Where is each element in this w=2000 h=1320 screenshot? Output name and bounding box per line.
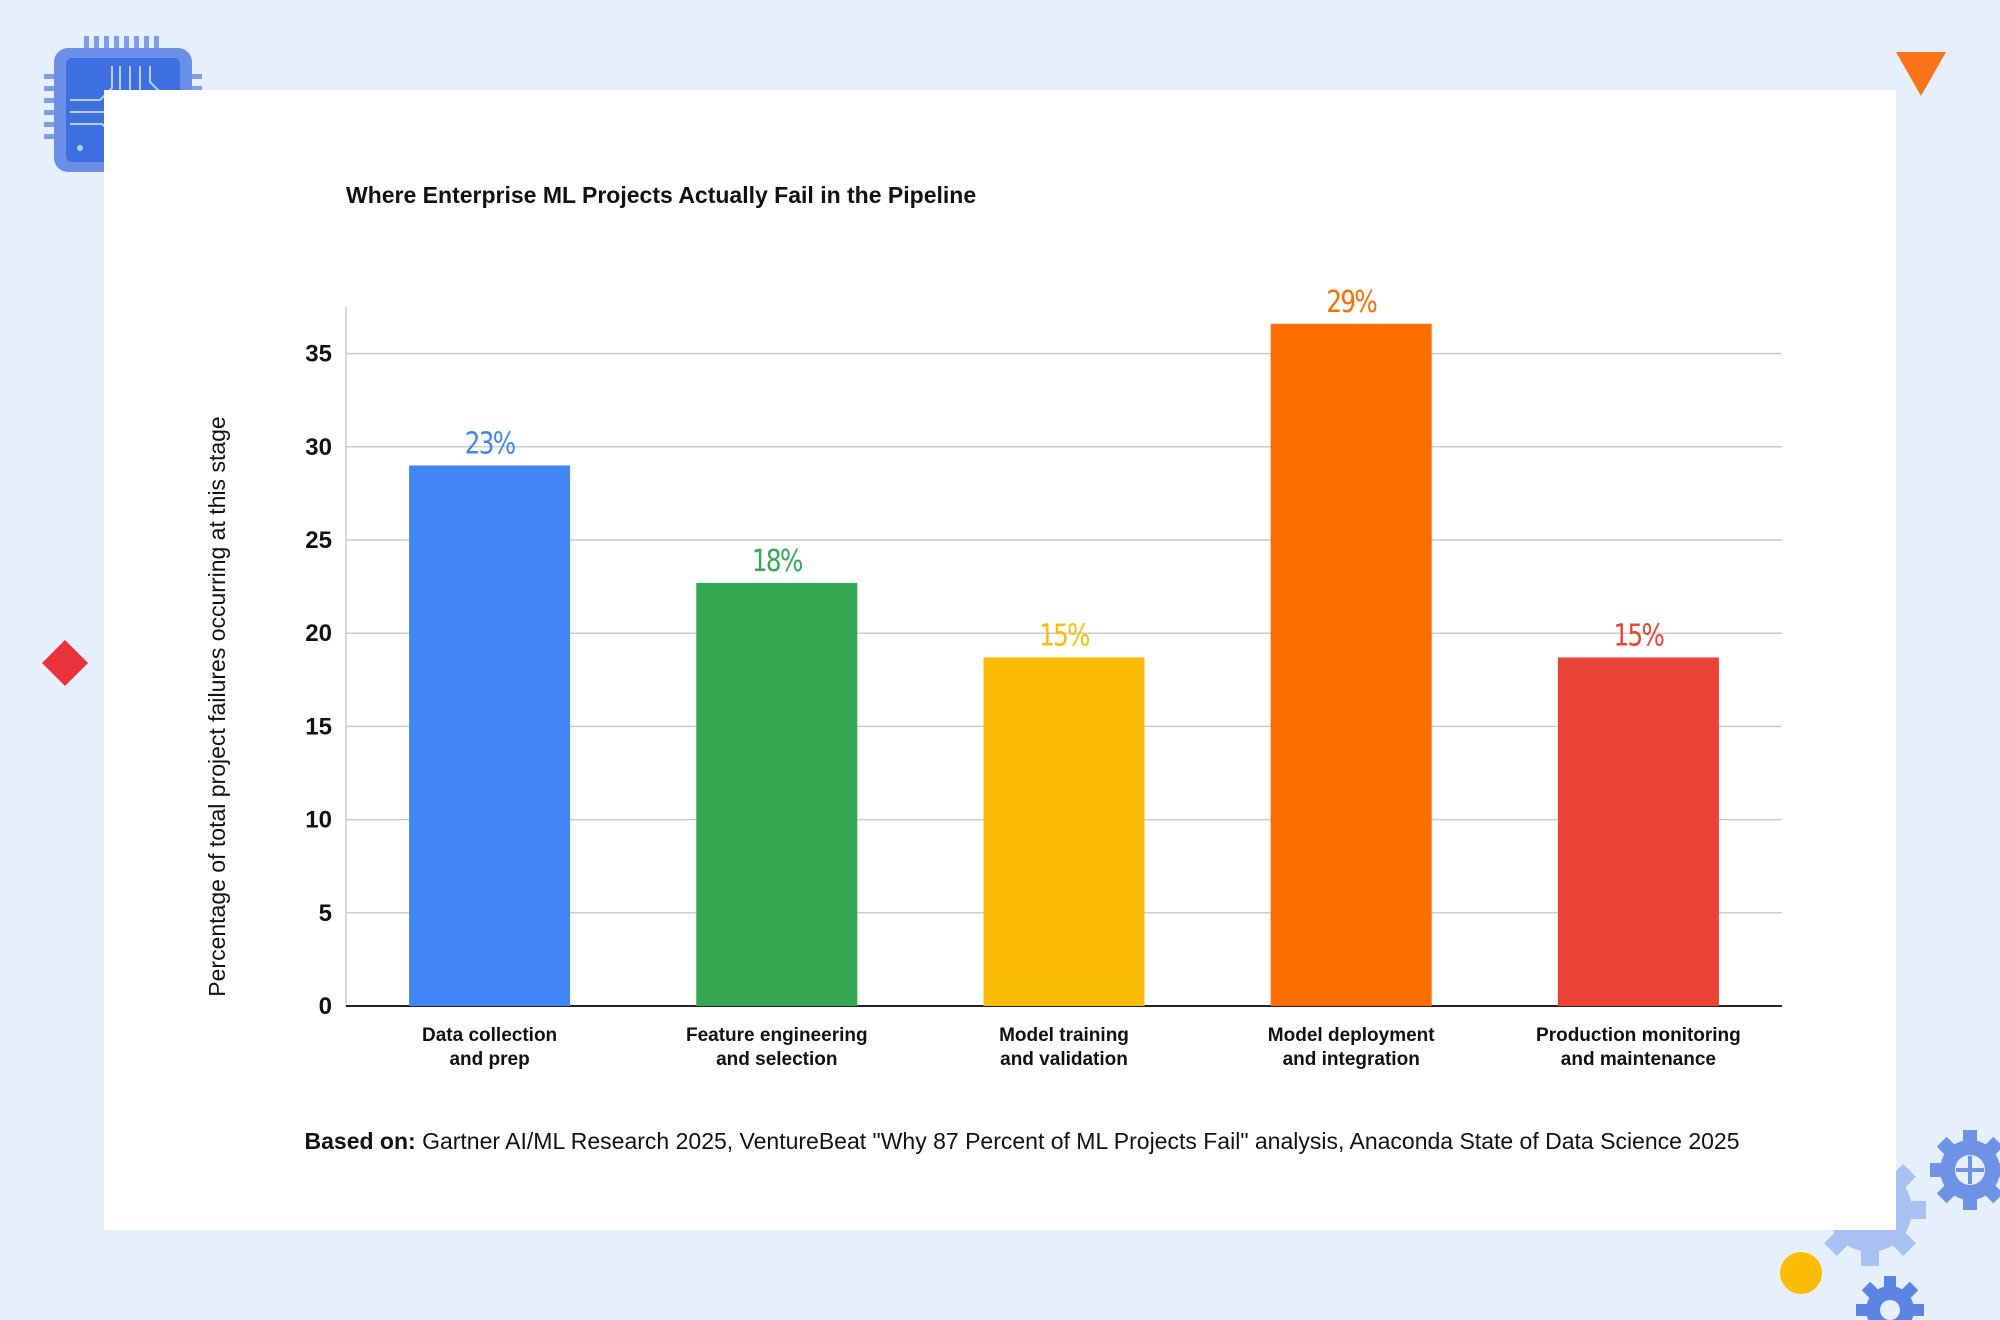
x-tick-label: and maintenance — [1561, 1049, 1716, 1070]
y-tick-label: 5 — [319, 900, 332, 927]
bar — [696, 582, 858, 1006]
triangle-icon — [1896, 52, 1946, 96]
bar — [409, 465, 571, 1006]
y-axis-label: Percentage of total project failures occ… — [204, 416, 230, 996]
x-tick-label: Production monitoring — [1536, 1025, 1741, 1046]
x-tick-label: Feature engineering — [686, 1025, 868, 1046]
diamond-icon — [42, 640, 88, 686]
x-tick-label: Model deployment — [1268, 1025, 1435, 1046]
source-note: Based on: Gartner AI/ML Research 2025, V… — [212, 1128, 1832, 1155]
x-tick-label: and validation — [1000, 1049, 1128, 1070]
bar — [1557, 657, 1719, 1006]
y-tick-label: 0 — [319, 993, 332, 1020]
chart-title: Where Enterprise ML Projects Actually Fa… — [346, 182, 977, 208]
bar — [1270, 323, 1432, 1006]
y-tick-label: 20 — [305, 620, 332, 647]
y-tick-label: 15 — [305, 713, 332, 740]
y-tick-label: 25 — [305, 527, 332, 554]
source-text: Gartner AI/ML Research 2025, VentureBeat… — [422, 1128, 1740, 1154]
data-label: 29% — [1326, 286, 1376, 320]
y-tick-label: 35 — [305, 341, 332, 368]
source-prefix: Based on: — [304, 1128, 416, 1154]
data-label: 15% — [1614, 619, 1664, 653]
y-tick-label: 10 — [305, 807, 332, 834]
bar-chart: 0 5 10 15 20 25 30 35 Percentage of total projec… — [204, 286, 1782, 1070]
x-tick-label: Model training — [999, 1025, 1129, 1046]
data-label: 18% — [752, 545, 802, 579]
x-tick-label: and selection — [716, 1049, 837, 1070]
y-tick-label: 30 — [305, 434, 332, 461]
data-label: 15% — [1039, 619, 1089, 653]
x-tick-label: and prep — [449, 1049, 529, 1070]
data-label: 23% — [465, 427, 515, 461]
chart-card: Where Enterprise ML Projects Actually Fa… — [104, 90, 1896, 1230]
yellow-dot — [1780, 1252, 1822, 1294]
bar — [983, 657, 1145, 1006]
x-tick-label: and integration — [1283, 1049, 1420, 1070]
x-tick-label: Data collection — [422, 1025, 557, 1046]
